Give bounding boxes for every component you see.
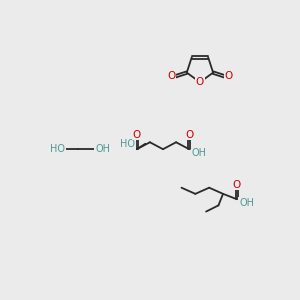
Text: O: O [225, 71, 233, 81]
Text: HO: HO [50, 144, 65, 154]
Text: OH: OH [191, 148, 206, 158]
Text: O: O [167, 71, 175, 81]
Text: O: O [233, 180, 241, 190]
Text: HO: HO [120, 139, 135, 149]
Text: O: O [196, 77, 204, 87]
Text: O: O [133, 130, 141, 140]
Text: OH: OH [239, 198, 254, 208]
Text: O: O [185, 130, 193, 140]
Text: OH: OH [95, 144, 110, 154]
